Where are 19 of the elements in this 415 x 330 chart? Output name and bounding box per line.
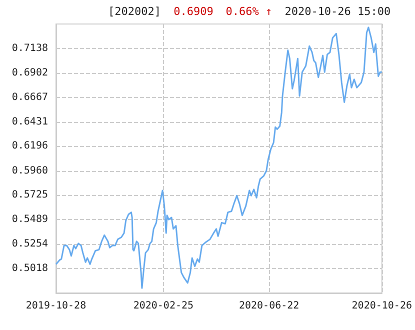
y-tick-label: 0.7138: [12, 42, 48, 54]
y-tick-label: 0.6431: [12, 116, 48, 128]
y-tick-label: 0.5254: [12, 238, 48, 250]
text: 0.6909: [174, 5, 214, 18]
y-tick-label: 0.6667: [12, 92, 48, 103]
text: 0.66% ↑: [226, 5, 272, 18]
y-tick-label: 0.5018: [12, 263, 48, 274]
x-tick-label: 2019-10-28: [26, 300, 86, 312]
x-tick-label: 2020-10-26: [352, 300, 412, 312]
text: 2020-10-26 15:00: [284, 5, 391, 18]
y-tick-label: 0.6902: [12, 67, 48, 78]
line-series: [55, 26, 383, 289]
x-tick-label: 2020-02-25: [133, 300, 194, 312]
y-tick-label: 0.5489: [12, 214, 48, 226]
text: [202002]: [108, 5, 161, 18]
y-tick-label: 0.5725: [12, 190, 48, 201]
y-tick-label: 0.5960: [12, 165, 48, 176]
x-tick-label: 2020-06-22: [238, 300, 300, 312]
y-tick-label: 0.6196: [12, 140, 48, 152]
